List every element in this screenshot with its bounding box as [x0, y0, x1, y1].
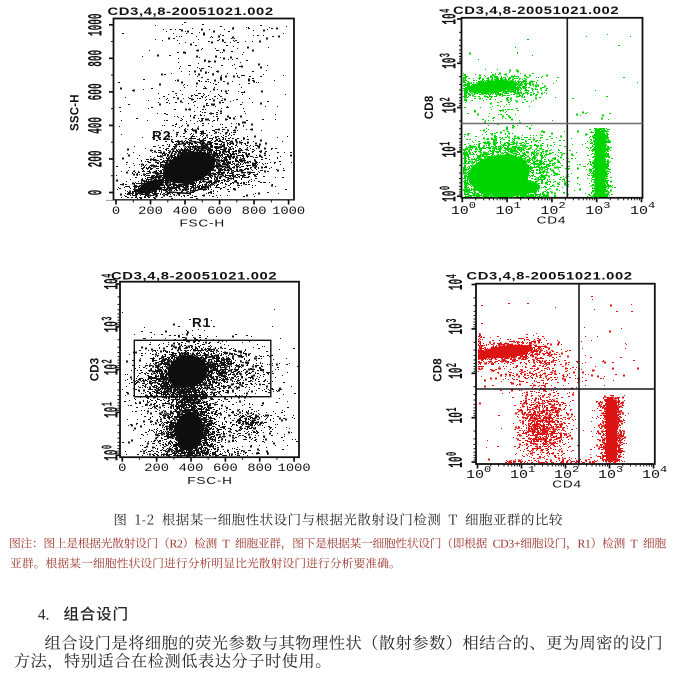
svg-text:10: 10: [466, 469, 484, 482]
svg-text:400: 400: [179, 462, 204, 474]
svg-text:10: 10: [101, 321, 124, 332]
svg-text:3: 3: [99, 316, 117, 320]
svg-text:2: 2: [437, 97, 455, 101]
svg-text:4: 4: [437, 9, 455, 13]
svg-text:400: 400: [173, 205, 198, 217]
svg-text:400: 400: [85, 117, 108, 134]
svg-text:600: 600: [213, 462, 238, 474]
svg-text:1: 1: [528, 465, 535, 475]
svg-text:10: 10: [101, 407, 124, 418]
svg-text:CD3: CD3: [90, 358, 102, 382]
svg-text:0: 0: [112, 205, 120, 217]
svg-text:1000: 1000: [85, 14, 108, 37]
svg-text:1000: 1000: [272, 205, 305, 217]
svg-text:10: 10: [439, 13, 462, 24]
svg-text:0: 0: [443, 452, 461, 456]
svg-text:0: 0: [484, 465, 491, 475]
svg-text:10: 10: [101, 278, 124, 289]
svg-text:2: 2: [99, 359, 117, 363]
svg-text:CD4: CD4: [537, 214, 567, 226]
svg-text:1: 1: [437, 142, 455, 146]
svg-text:10: 10: [101, 450, 124, 461]
svg-text:200: 200: [85, 151, 108, 168]
svg-text:10: 10: [439, 58, 462, 69]
svg-text:10: 10: [101, 364, 124, 375]
svg-text:CD3,4,8-20051021.002: CD3,4,8-20051021.002: [453, 4, 619, 17]
svg-text:1: 1: [443, 407, 461, 411]
svg-text:3: 3: [616, 465, 623, 475]
svg-text:0: 0: [118, 462, 126, 474]
svg-text:2: 2: [572, 465, 579, 475]
svg-text:0: 0: [85, 190, 108, 196]
svg-text:10: 10: [642, 469, 660, 482]
svg-text:4: 4: [660, 465, 667, 475]
svg-text:4: 4: [99, 274, 117, 278]
svg-text:800: 800: [247, 462, 272, 474]
svg-text:2: 2: [558, 201, 565, 211]
svg-text:10: 10: [439, 191, 462, 202]
svg-text:CD8: CD8: [433, 358, 445, 382]
svg-text:10: 10: [630, 205, 648, 218]
svg-text:200: 200: [138, 205, 163, 217]
svg-text:10: 10: [451, 205, 469, 218]
svg-text:R1: R1: [192, 315, 212, 329]
svg-text:800: 800: [242, 205, 267, 217]
svg-text:CD3,4,8-20051021.002: CD3,4,8-20051021.002: [111, 269, 277, 282]
svg-text:2: 2: [443, 363, 461, 367]
svg-text:1: 1: [99, 402, 117, 406]
svg-text:10: 10: [540, 205, 558, 218]
svg-text:CD8: CD8: [424, 95, 436, 119]
svg-text:10: 10: [445, 456, 468, 467]
svg-text:FSC-H: FSC-H: [179, 217, 224, 229]
svg-text:10: 10: [585, 205, 603, 218]
svg-text:3: 3: [443, 319, 461, 323]
svg-text:10: 10: [445, 412, 468, 423]
svg-text:10: 10: [496, 205, 514, 218]
svg-text:SSC-H: SSC-H: [70, 94, 82, 131]
svg-text:R2: R2: [152, 128, 172, 142]
svg-text:10: 10: [554, 469, 572, 482]
svg-text:4: 4: [648, 201, 655, 211]
svg-text:200: 200: [144, 462, 169, 474]
svg-text:FSC-H: FSC-H: [187, 475, 232, 487]
svg-text:10: 10: [598, 469, 616, 482]
svg-text:10: 10: [445, 279, 468, 290]
svg-text:4: 4: [443, 274, 461, 278]
svg-text:0: 0: [99, 445, 117, 449]
svg-text:3: 3: [603, 201, 610, 211]
svg-text:0: 0: [469, 201, 476, 211]
svg-text:800: 800: [85, 50, 108, 67]
svg-text:3: 3: [437, 53, 455, 57]
svg-text:10: 10: [510, 469, 528, 482]
svg-text:600: 600: [85, 83, 108, 100]
svg-text:0: 0: [437, 186, 455, 190]
svg-text:10: 10: [445, 368, 468, 379]
svg-text:10: 10: [439, 102, 462, 113]
svg-text:1: 1: [514, 201, 521, 211]
svg-text:1000: 1000: [278, 462, 311, 474]
svg-text:CD4: CD4: [552, 478, 582, 490]
svg-text:600: 600: [207, 205, 232, 217]
svg-text:10: 10: [445, 323, 468, 334]
svg-text:CD3,4,8-20051021.002: CD3,4,8-20051021.002: [466, 269, 632, 282]
svg-text:CD3,4,8-20051021.002: CD3,4,8-20051021.002: [108, 5, 274, 18]
svg-text:10: 10: [439, 146, 462, 157]
